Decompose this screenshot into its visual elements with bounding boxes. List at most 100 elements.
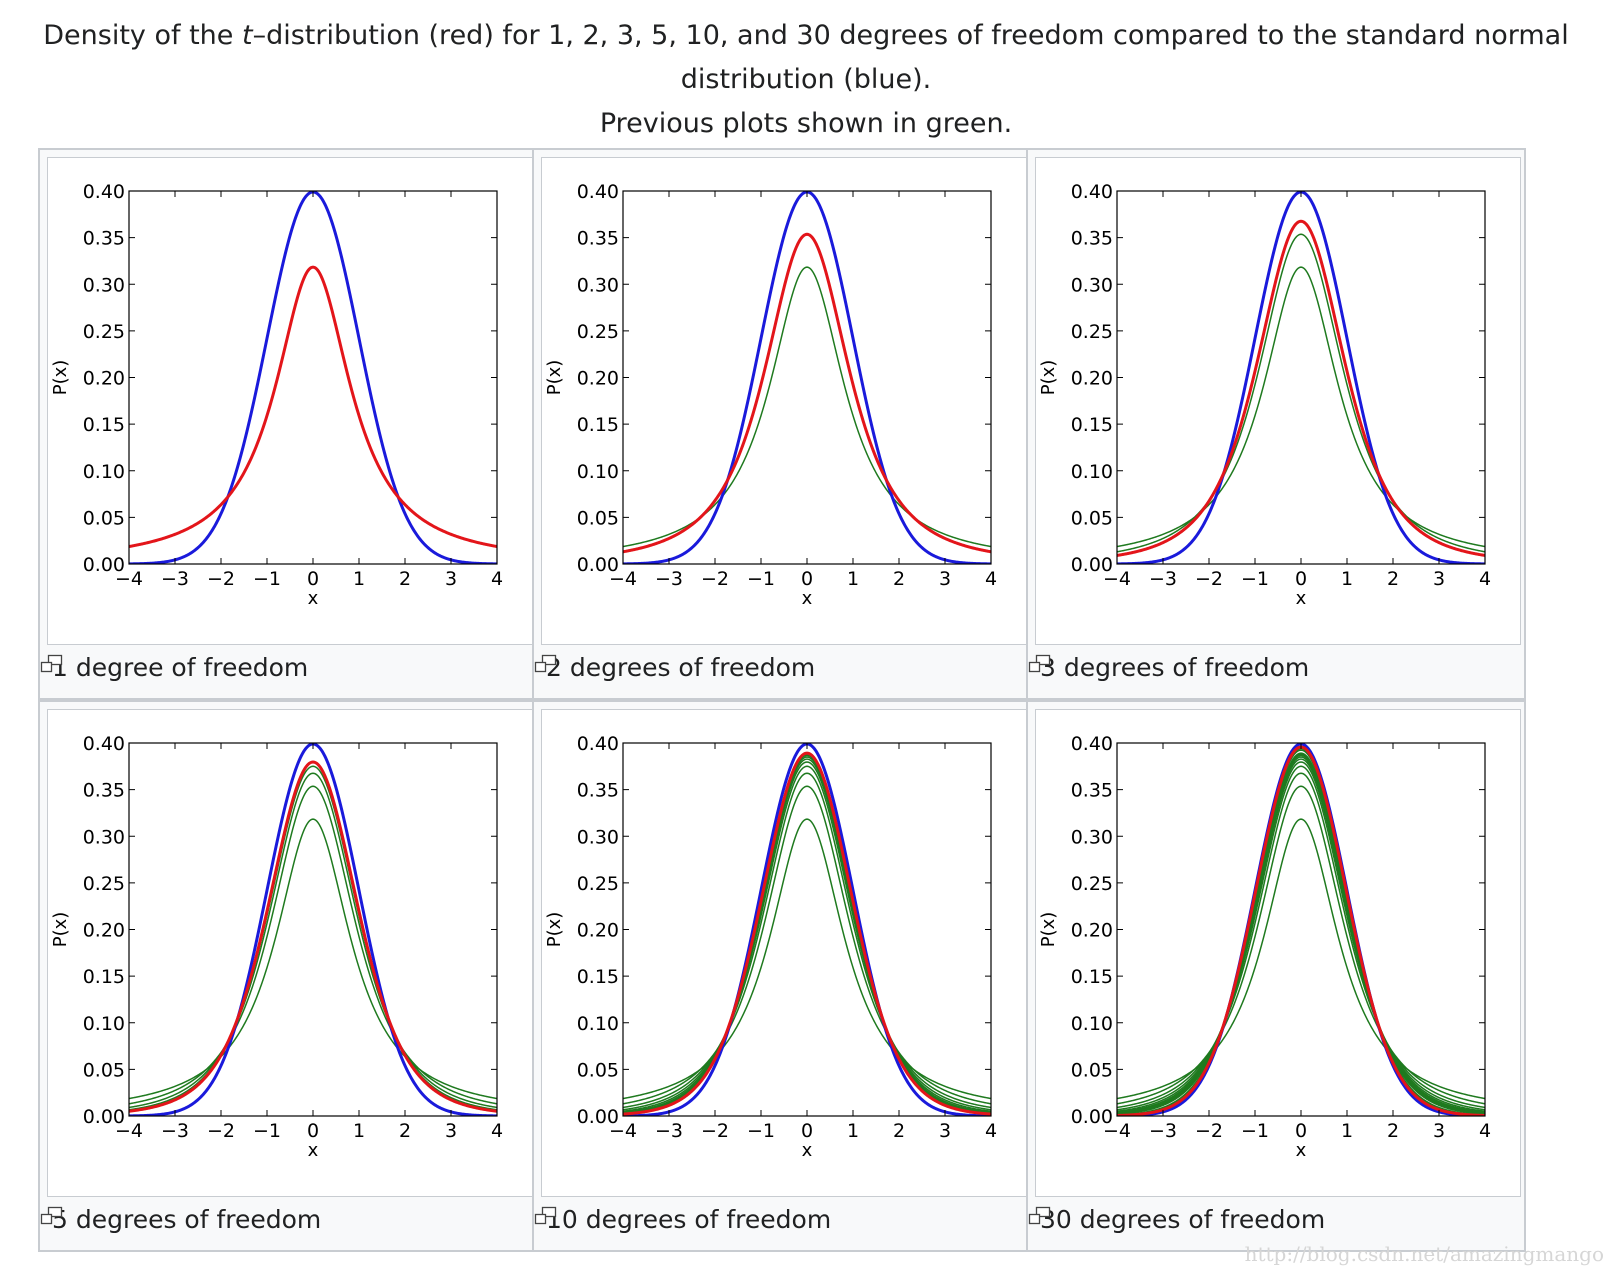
series-line-previous-2-df xyxy=(129,785,497,1105)
y-tick-label: 0.05 xyxy=(577,507,619,529)
x-axis-title: x xyxy=(802,1140,813,1161)
x-axis-title: x xyxy=(308,588,319,609)
magnify-icon[interactable] xyxy=(40,1206,64,1226)
series-line-previous-1-df xyxy=(1117,818,1485,1100)
y-tick-label: 0.30 xyxy=(1071,274,1113,296)
y-tick-label: 0.35 xyxy=(83,228,125,250)
y-tick-label: 0.10 xyxy=(1071,461,1113,483)
plot-axes-box xyxy=(128,190,498,565)
chart-caption-label: 10 degrees of freedom xyxy=(546,1205,832,1234)
y-tick-label: 0.00 xyxy=(1071,554,1113,576)
y-tick-label: 0.10 xyxy=(1071,1013,1113,1035)
y-tick-label: 0.15 xyxy=(83,966,125,988)
series-line-previous-9-df xyxy=(623,753,991,1115)
x-tick-label: 0 xyxy=(1295,568,1307,590)
x-tick-label: 4 xyxy=(985,568,997,590)
series-line-previous-1-df xyxy=(129,818,497,1100)
x-tick-label: 0 xyxy=(1295,1120,1307,1142)
x-tick-label: 2 xyxy=(399,568,411,590)
plot-axes-box xyxy=(622,742,992,1117)
y-tick-label: 0.05 xyxy=(577,1059,619,1081)
x-axis-title: x xyxy=(1296,588,1307,609)
y-tick-label: 0.20 xyxy=(577,920,619,942)
magnify-icon[interactable] xyxy=(1028,1206,1052,1226)
x-axis-title: x xyxy=(802,588,813,609)
y-tick-label: 0.15 xyxy=(577,414,619,436)
y-tick-label: 0.00 xyxy=(83,554,125,576)
y-tick-label: 0.30 xyxy=(83,274,125,296)
x-tick-label: −1 xyxy=(747,1120,775,1142)
x-tick-label: 1 xyxy=(847,568,859,590)
x-tick-label: 4 xyxy=(491,568,503,590)
series-line-t-5-df xyxy=(129,760,497,1113)
y-axis-title: P(x) xyxy=(544,912,565,948)
x-tick-label: 2 xyxy=(1387,1120,1399,1142)
y-tick-label: 0.40 xyxy=(1071,181,1113,203)
y-tick-label: 0.00 xyxy=(577,1106,619,1128)
x-tick-label: −1 xyxy=(253,568,281,590)
series-line-previous-2-df xyxy=(623,785,991,1105)
y-tick-label: 0.25 xyxy=(577,321,619,343)
magnify-icon[interactable] xyxy=(1028,654,1052,674)
y-tick-label: 0.30 xyxy=(83,826,125,848)
x-axis-title: x xyxy=(308,1140,319,1161)
watermark: http://blog.csdn.net/amazingmango xyxy=(1244,1242,1604,1266)
y-axis-title: P(x) xyxy=(50,360,71,396)
y-tick-label: 0.35 xyxy=(1071,780,1113,802)
x-tick-label: −3 xyxy=(1149,1120,1177,1142)
x-tick-label: 3 xyxy=(939,568,951,590)
y-tick-label: 0.00 xyxy=(1071,1106,1113,1128)
x-tick-label: −2 xyxy=(1195,568,1223,590)
series-line-previous-1-df xyxy=(623,266,991,548)
x-tick-label: 4 xyxy=(491,1120,503,1142)
x-tick-label: 3 xyxy=(939,1120,951,1142)
y-tick-label: 0.40 xyxy=(577,733,619,755)
magnify-icon[interactable] xyxy=(40,654,64,674)
series-line-previous-8-df xyxy=(623,754,991,1115)
x-tick-label: −4 xyxy=(1103,1120,1131,1142)
y-tick-label: 0.40 xyxy=(83,733,125,755)
chart-card-3-df: −4 −3 −2 −1 0 1 2 3 4 0.00 0.05 0.10 0.15 0.20 0.25 0.3… xyxy=(1026,148,1526,700)
series-line-standard-normal xyxy=(1117,743,1485,1116)
figure-caption: Density of the t–distribution (red) for … xyxy=(40,14,1572,146)
x-tick-label: −2 xyxy=(207,568,235,590)
y-tick-label: 0.10 xyxy=(83,1013,125,1035)
y-tick-label: 0.40 xyxy=(1071,733,1113,755)
series-line-previous-5-df xyxy=(623,761,991,1112)
y-tick-label: 0.10 xyxy=(577,461,619,483)
y-tick-label: 0.00 xyxy=(577,554,619,576)
series-line-previous-8-df xyxy=(1117,754,1485,1115)
chart-card-5-df: −4 −3 −2 −1 0 1 2 3 4 0.00 0.05 0.10 0.15 0.20 0.25 0.3… xyxy=(38,700,538,1252)
chart-card-1-df: −4 −3 −2 −1 0 1 2 3 4 0.00 0.05 0.10 0.15 0.20 0.25 0.3… xyxy=(38,148,538,700)
plot-axes-box xyxy=(1116,742,1486,1117)
y-tick-label: 0.40 xyxy=(83,181,125,203)
magnify-icon[interactable] xyxy=(534,654,558,674)
x-tick-label: 1 xyxy=(353,568,365,590)
y-axis-title: P(x) xyxy=(544,360,565,396)
x-tick-label: 0 xyxy=(307,1120,319,1142)
series-line-t-10-df xyxy=(623,751,991,1116)
x-tick-label: 0 xyxy=(801,1120,813,1142)
y-tick-label: 0.35 xyxy=(577,228,619,250)
y-tick-label: 0.35 xyxy=(577,780,619,802)
series-line-previous-2-df xyxy=(1117,233,1485,553)
magnify-icon[interactable] xyxy=(534,1206,558,1226)
y-axis-title: P(x) xyxy=(1038,912,1059,948)
x-tick-label: 2 xyxy=(893,568,905,590)
series-line-t-2-df xyxy=(623,232,991,554)
series-line-previous-9-df xyxy=(1117,753,1485,1115)
y-tick-label: 0.20 xyxy=(83,920,125,942)
x-tick-label: −2 xyxy=(207,1120,235,1142)
y-tick-label: 0.05 xyxy=(83,1059,125,1081)
series-line-previous-10-df xyxy=(1117,752,1485,1115)
x-tick-label: −3 xyxy=(1149,568,1177,590)
x-tick-label: −4 xyxy=(115,1120,143,1142)
y-tick-label: 0.40 xyxy=(577,181,619,203)
y-tick-label: 0.30 xyxy=(577,826,619,848)
x-tick-label: 4 xyxy=(1479,568,1491,590)
y-tick-label: 0.35 xyxy=(1071,228,1113,250)
x-tick-label: 0 xyxy=(307,568,319,590)
x-tick-label: 3 xyxy=(445,1120,457,1142)
y-tick-label: 0.25 xyxy=(577,873,619,895)
series-line-previous-4-df xyxy=(623,765,991,1111)
